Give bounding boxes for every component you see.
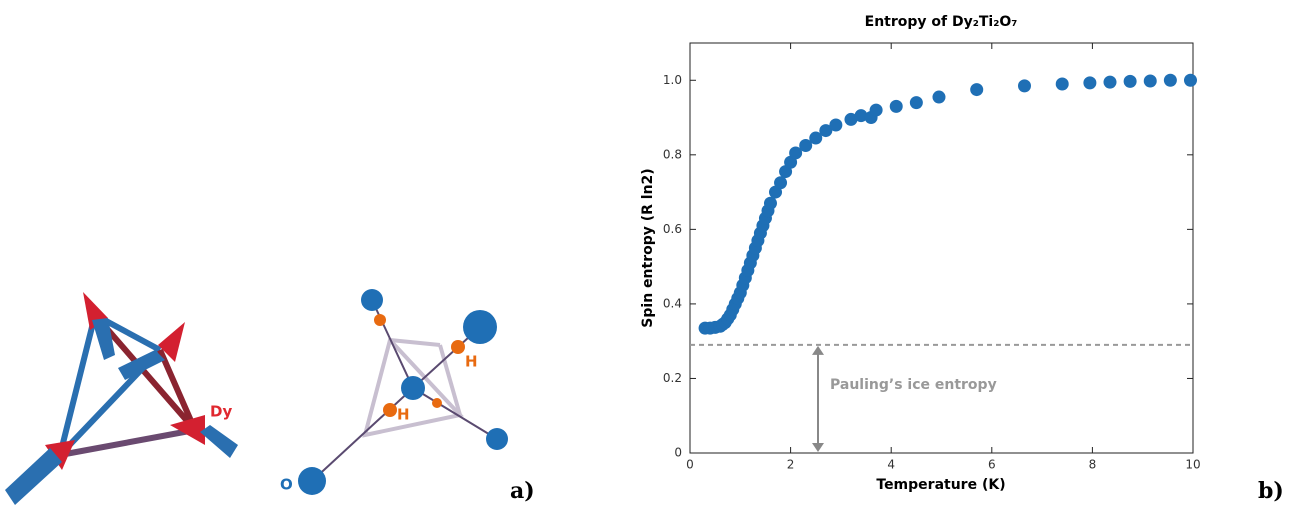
x-tick-label: 2 bbox=[787, 458, 795, 472]
data-point bbox=[910, 96, 923, 109]
data-point bbox=[1144, 75, 1157, 88]
x-tick-label: 10 bbox=[1185, 458, 1200, 472]
y-tick-label: 0.6 bbox=[663, 222, 682, 236]
data-point bbox=[970, 83, 983, 96]
ice-tetrahedron: O H H bbox=[280, 289, 508, 495]
atom-label: O bbox=[280, 476, 293, 494]
y-tick-label: 0 bbox=[674, 446, 682, 460]
spin-tetrahedron: Dy bbox=[5, 292, 238, 505]
x-axis-label: Temperature (K) bbox=[876, 477, 1005, 493]
data-point bbox=[1018, 79, 1031, 92]
x-tick-label: 0 bbox=[686, 458, 694, 472]
panel-label: a) bbox=[510, 478, 535, 504]
y-tick-label: 0.8 bbox=[663, 147, 682, 161]
atom-label: H bbox=[465, 353, 478, 371]
panel-label: b) bbox=[1258, 478, 1284, 504]
annotation: Pauling’s ice entropy bbox=[830, 377, 997, 393]
y-tick-label: 0.4 bbox=[663, 296, 682, 310]
arrow-head bbox=[812, 346, 824, 355]
y-tick-label: 0.2 bbox=[663, 371, 682, 385]
y-axis-label: Spin entropy (R ln2) bbox=[640, 168, 656, 327]
atom-label: H bbox=[397, 406, 410, 424]
data-point bbox=[774, 176, 787, 189]
data-point bbox=[829, 119, 842, 132]
data-point bbox=[1184, 74, 1197, 87]
data-point bbox=[1164, 74, 1177, 87]
chart-title: Entropy of Dy₂Ti₂O₇ bbox=[865, 14, 1018, 30]
data-point bbox=[870, 104, 883, 117]
y-tick-label: 1.0 bbox=[663, 73, 682, 87]
data-point bbox=[932, 91, 945, 104]
data-point bbox=[1124, 75, 1137, 88]
x-tick-label: 8 bbox=[1089, 458, 1097, 472]
data-point bbox=[1056, 78, 1069, 91]
figure: Dy O H H a) Entropy of Dy₂Ti₂O₇ Temperat… bbox=[0, 0, 1293, 508]
atom-label: Dy bbox=[210, 403, 232, 421]
x-tick-label: 6 bbox=[988, 458, 996, 472]
data-point bbox=[890, 100, 903, 113]
arrow-head bbox=[812, 443, 824, 452]
data-point bbox=[1104, 76, 1117, 89]
x-tick-label: 4 bbox=[887, 458, 895, 472]
data-point bbox=[764, 197, 777, 210]
data-point bbox=[1083, 76, 1096, 89]
